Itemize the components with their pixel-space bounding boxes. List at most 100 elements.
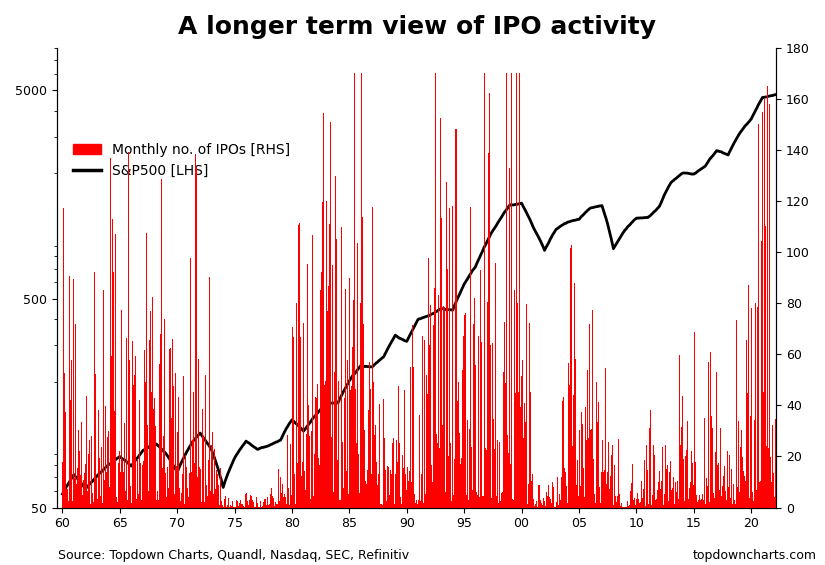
Bar: [570, 249, 571, 507]
Bar: [175, 373, 176, 507]
Bar: [187, 488, 188, 507]
Bar: [659, 471, 660, 507]
Bar: [266, 497, 267, 507]
Bar: [122, 459, 123, 507]
Bar: [603, 472, 605, 507]
Bar: [539, 485, 540, 507]
Bar: [191, 472, 192, 507]
Bar: [587, 370, 588, 507]
Bar: [211, 445, 212, 507]
Bar: [481, 342, 482, 507]
Bar: [465, 496, 467, 507]
Bar: [144, 350, 145, 507]
Bar: [64, 373, 65, 507]
Bar: [505, 384, 506, 507]
Bar: [263, 502, 264, 507]
Bar: [677, 481, 678, 507]
Bar: [308, 405, 309, 507]
Bar: [765, 227, 766, 507]
Bar: [383, 505, 384, 507]
Bar: [150, 311, 151, 507]
Bar: [602, 440, 603, 507]
Bar: [183, 376, 185, 507]
Bar: [181, 493, 182, 507]
Bar: [658, 482, 659, 507]
Bar: [372, 207, 373, 507]
Bar: [91, 436, 92, 507]
Bar: [102, 503, 103, 507]
Bar: [335, 176, 336, 507]
Bar: [457, 401, 458, 507]
Bar: [482, 496, 483, 507]
Bar: [289, 505, 290, 507]
Bar: [287, 435, 288, 507]
Bar: [96, 374, 97, 507]
Bar: [224, 497, 225, 507]
Bar: [153, 398, 155, 507]
Bar: [360, 493, 361, 507]
Bar: [450, 443, 451, 507]
Bar: [528, 484, 529, 507]
Bar: [634, 498, 635, 507]
Bar: [326, 201, 327, 507]
Bar: [665, 445, 666, 507]
Bar: [501, 493, 502, 507]
Bar: [353, 300, 354, 507]
Bar: [530, 481, 531, 507]
Bar: [280, 477, 281, 507]
Bar: [157, 491, 158, 507]
Bar: [275, 506, 276, 507]
Bar: [415, 503, 416, 507]
Bar: [713, 428, 714, 507]
Bar: [145, 383, 146, 507]
Bar: [129, 359, 130, 507]
Bar: [276, 504, 277, 507]
Bar: [429, 345, 431, 507]
Bar: [522, 360, 523, 507]
Bar: [707, 486, 708, 507]
Bar: [750, 416, 751, 507]
Bar: [492, 498, 493, 507]
Bar: [542, 505, 543, 507]
Bar: [138, 494, 139, 507]
Bar: [368, 410, 369, 507]
Bar: [303, 323, 304, 507]
Bar: [435, 73, 436, 507]
Bar: [87, 454, 89, 507]
Bar: [557, 487, 558, 507]
Bar: [552, 482, 553, 507]
Bar: [678, 499, 679, 507]
Bar: [412, 325, 413, 507]
Bar: [396, 440, 397, 507]
Bar: [609, 489, 610, 507]
Bar: [606, 484, 607, 507]
Bar: [767, 86, 768, 507]
Bar: [68, 276, 69, 507]
Bar: [214, 449, 215, 507]
Bar: [722, 485, 723, 507]
Bar: [209, 460, 210, 507]
Bar: [333, 372, 335, 507]
Bar: [763, 393, 764, 507]
Bar: [653, 445, 654, 507]
Bar: [306, 434, 307, 507]
Bar: [456, 129, 457, 507]
Bar: [506, 73, 507, 507]
Bar: [271, 488, 272, 507]
Bar: [453, 496, 454, 507]
Bar: [639, 502, 641, 507]
Bar: [165, 473, 167, 507]
Bar: [630, 491, 631, 507]
Bar: [336, 240, 337, 507]
Bar: [317, 398, 318, 507]
Bar: [617, 496, 618, 507]
Bar: [480, 271, 481, 507]
Bar: [162, 179, 163, 507]
Bar: [579, 430, 581, 507]
Bar: [398, 444, 399, 507]
Bar: [109, 488, 110, 507]
Bar: [563, 397, 564, 507]
Bar: [516, 73, 517, 507]
Bar: [103, 290, 104, 507]
Bar: [689, 499, 690, 507]
